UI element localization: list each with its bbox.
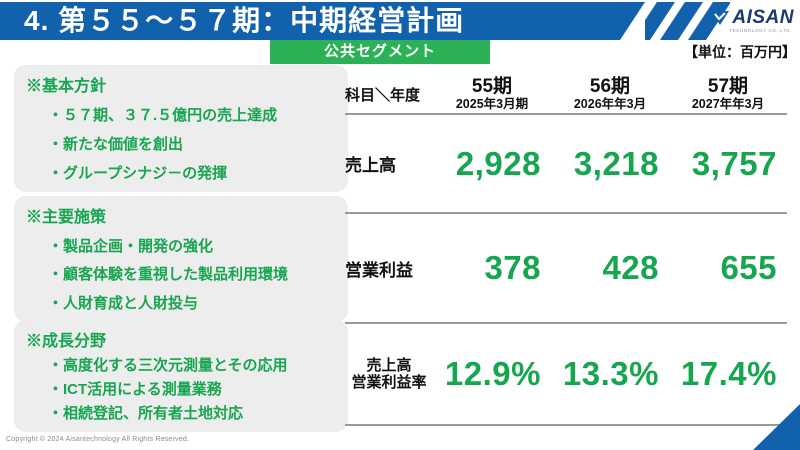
cell-value: 12.9% bbox=[444, 355, 541, 392]
section-heading: ※基本方針 bbox=[26, 78, 107, 95]
logo-row: AISAN bbox=[698, 8, 794, 27]
header-stripes-icon bbox=[645, 2, 730, 40]
cell-value: 3,757 bbox=[691, 144, 777, 182]
copyright-text: Copyright © 2024 Aisantechnology All Rig… bbox=[6, 436, 190, 443]
row-label: 売上高 bbox=[345, 156, 396, 175]
bullet-item: ・高度化する三次元測量とその応用 bbox=[48, 357, 288, 374]
page-title: 4. 第５５～５７期：中期経営計画 bbox=[24, 5, 465, 36]
cell-value: 378 bbox=[484, 249, 541, 286]
cell-value: 13.3% bbox=[562, 355, 659, 392]
bullet-item: ・相続登記、所有者土地対応 bbox=[48, 405, 244, 422]
cell-value: 2,928 bbox=[455, 144, 541, 182]
section-heading: ※主要施策 bbox=[26, 209, 107, 226]
bullet-item: ・５７期、３７.５億円の売上達成 bbox=[48, 107, 278, 124]
company-logo: AISAN TECHNOLOGY CO.,LTD. bbox=[698, 8, 794, 33]
logo-subtext: TECHNOLOGY CO.,LTD. bbox=[729, 28, 792, 33]
cell-value: 17.4% bbox=[680, 355, 777, 392]
table-header-row: 科目＼年度 55期 2025年3月期 56期 2026年年3月 57期 2027… bbox=[345, 75, 787, 115]
unit-label: 【単位：百万円】 bbox=[684, 44, 796, 60]
basic-policy-section: ※基本方針 ・５７期、３７.５億円の売上達成 ・新たな価値を創出 ・グループシナ… bbox=[14, 65, 348, 192]
bullet-item: ・グループシナジ－の発揮 bbox=[48, 165, 228, 182]
row-label: 売上高 営業利益率 bbox=[351, 357, 427, 391]
bullet-item: ・製品企画・開発の強化 bbox=[48, 237, 214, 255]
bullet-item: ・顧客体験を重視した製品利用環境 bbox=[48, 266, 289, 284]
column-header-57: 57期 2027年年3月 bbox=[691, 76, 765, 112]
cell-value: 3,218 bbox=[573, 144, 659, 182]
bullet-item: ・人財育成と人財投与 bbox=[48, 294, 199, 312]
bullet-item: ・新たな価値を創出 bbox=[48, 136, 184, 153]
column-header-55: 55期 2025年3月期 bbox=[455, 76, 529, 112]
cell-value: 655 bbox=[720, 249, 777, 286]
corner-triangle-icon bbox=[753, 404, 800, 450]
aisan-logo-icon bbox=[711, 10, 730, 25]
header-bar: 4. 第５５～５７期：中期経営計画 bbox=[0, 2, 645, 40]
table-row-sales: 売上高 2,928 3,218 3,757 bbox=[345, 115, 787, 214]
key-measures-section: ※主要施策 ・製品企画・開発の強化 ・顧客体験を重視した製品利用環境 ・人財育成… bbox=[14, 196, 348, 322]
segment-badge: 公共セグメント bbox=[270, 40, 490, 64]
cell-value: 428 bbox=[602, 249, 659, 286]
section-heading: ※成長分野 bbox=[26, 333, 107, 350]
table-row-profit-margin: 売上高 営業利益率 12.9% 13.3% 17.4% bbox=[345, 324, 787, 426]
financial-table: 科目＼年度 55期 2025年3月期 56期 2026年年3月 57期 2027… bbox=[345, 75, 787, 426]
growth-areas-section: ※成長分野 ・高度化する三次元測量とその応用 ・ICT活用による測量業務 ・相続… bbox=[14, 320, 348, 432]
row-label: 営業利益 bbox=[345, 260, 413, 280]
table-corner-label: 科目＼年度 bbox=[345, 86, 421, 104]
logo-text: AISAN bbox=[732, 7, 794, 28]
column-header-56: 56期 2026年年3月 bbox=[573, 76, 647, 112]
table-row-operating-profit: 営業利益 378 428 655 bbox=[345, 214, 787, 324]
bullet-item: ・ICT活用による測量業務 bbox=[48, 381, 222, 398]
